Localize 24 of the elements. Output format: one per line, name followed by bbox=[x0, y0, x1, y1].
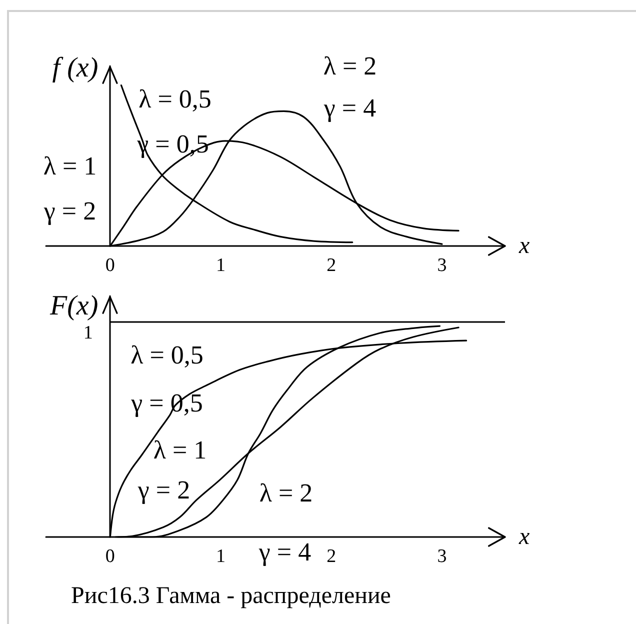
x-tick-label: 1 bbox=[216, 255, 226, 276]
annotation: λ = 0,5 bbox=[130, 340, 204, 370]
x-tick-label: 2 bbox=[326, 255, 336, 276]
annotation: γ = 2 bbox=[136, 476, 190, 504]
y-axis-title: F(x) bbox=[48, 290, 98, 322]
annotation: λ = 2 bbox=[259, 478, 313, 508]
text: γ = 4 bbox=[258, 538, 312, 566]
y-axis-title: f (x) bbox=[52, 52, 98, 84]
x-tick-label: 2 bbox=[326, 546, 336, 567]
x-tick-label: 3 bbox=[437, 255, 447, 276]
annotation: λ = 1 bbox=[153, 436, 207, 464]
ref-line-label: 1 bbox=[83, 322, 93, 344]
text: λ = 2 bbox=[323, 52, 377, 80]
annotation: λ = 0,5 bbox=[138, 84, 212, 114]
x-tick-label: 0 bbox=[105, 546, 115, 567]
x-axis-title: x bbox=[518, 233, 530, 259]
x-tick-label: 1 bbox=[216, 546, 226, 567]
x-tick-label: 0 bbox=[105, 255, 115, 276]
annotation: γ = 4 bbox=[322, 94, 376, 122]
x-axis-title: x bbox=[518, 524, 530, 550]
annotation: γ = 2 bbox=[42, 196, 96, 226]
text: Рис16.3 Гамма - распределение bbox=[71, 583, 391, 609]
x-tick-label: 3 bbox=[437, 546, 447, 567]
annotation: λ = 1 bbox=[43, 152, 97, 180]
